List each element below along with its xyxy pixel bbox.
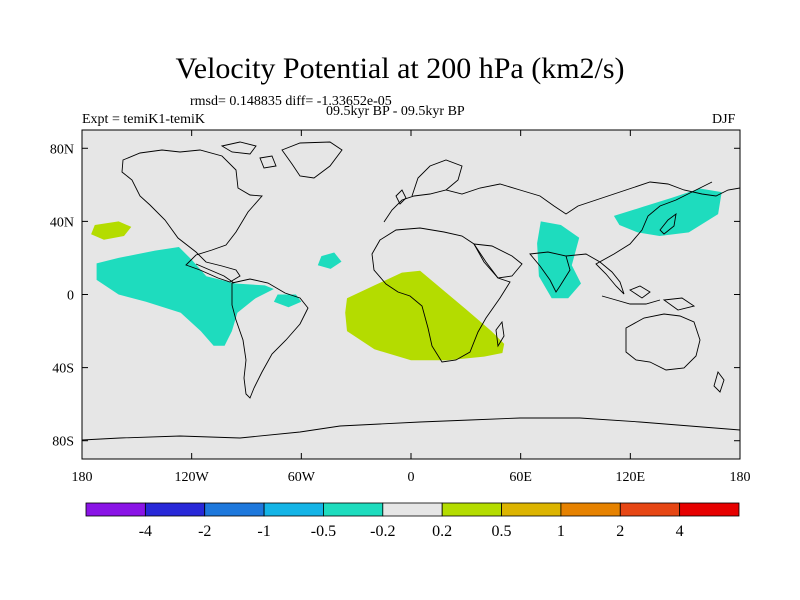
colorbar-label: -0.5 [311, 523, 336, 540]
colorbar-label: 4 [676, 523, 684, 540]
x-tick-label: 180 [72, 470, 93, 485]
x-tick-label: 0 [408, 470, 415, 485]
colorbar-label: 0.5 [492, 523, 512, 540]
colorbar-swatch [204, 502, 265, 517]
y-tick-label: 80S [52, 435, 74, 450]
colorbar-label: 1 [557, 523, 565, 540]
region-north-pacific-positive [91, 221, 132, 240]
map-axes: 180 120W 60W 0 60E 120E 180 80N 40N 0 40S 80S [50, 130, 751, 485]
x-tick-label: 120W [175, 470, 210, 485]
region-east-pacific-negative [96, 247, 274, 346]
colorbar-swatch [323, 502, 384, 517]
experiment-label: Expt = temiK1-temiK [82, 112, 205, 127]
colorbar-swatch [85, 502, 146, 517]
colorbar: -4 -2 -1 -0.5 -0.2 0.2 0.5 1 2 4 [85, 502, 740, 540]
colorbar-label: 0.2 [432, 523, 452, 540]
y-tick-label: 40N [50, 215, 74, 230]
y-tick-label: 80N [50, 142, 74, 157]
colorbar-swatch [560, 502, 621, 517]
x-tick-label: 180 [730, 470, 751, 485]
colorbar-label: -1 [257, 523, 270, 540]
region-asia-negative [537, 221, 581, 299]
colorbar-swatch [263, 502, 324, 517]
colorbar-label: -2 [198, 523, 211, 540]
chart-title: Velocity Potential at 200 hPa (km2/s) [175, 52, 625, 85]
colorbar-swatch [382, 502, 443, 517]
colorbar-swatch [619, 502, 681, 517]
colorbar-label: 2 [616, 523, 624, 540]
stats-label: rmsd= 0.148835 diff= -1.33652e-05 [190, 94, 392, 109]
subtitle-label: 09.5kyr BP - 09.5kyr BP [326, 104, 465, 119]
colorbar-swatch [441, 502, 502, 517]
colorbar-swatch [144, 502, 206, 517]
plot-frame [81, 129, 741, 460]
x-tick-label: 60E [509, 470, 532, 485]
region-south-america-negative [273, 294, 302, 308]
region-east-asia-negative [613, 188, 722, 236]
colorbar-label: -0.2 [370, 523, 395, 540]
x-tick-label: 120E [616, 470, 646, 485]
x-tick-label: 60W [288, 470, 316, 485]
coastlines [82, 141, 740, 441]
y-tick-label: 0 [67, 289, 74, 304]
y-tick-label: 40S [52, 362, 74, 377]
colorbar-swatch [679, 502, 740, 517]
colorbar-swatch [501, 502, 562, 517]
colorbar-label: -4 [139, 523, 152, 540]
season-label: DJF [712, 112, 736, 127]
region-atlantic-negative-small [317, 252, 342, 269]
